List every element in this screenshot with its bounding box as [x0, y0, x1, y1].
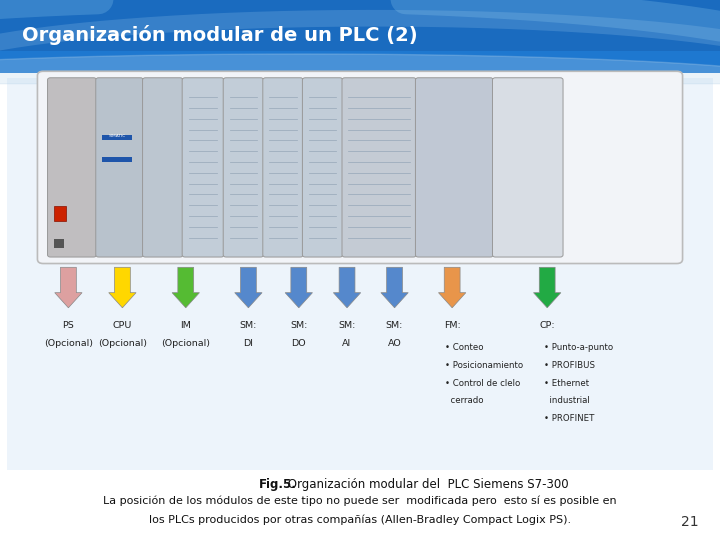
Text: SM:: SM: — [240, 321, 257, 330]
Text: DO: DO — [292, 339, 306, 348]
FancyArrow shape — [109, 267, 136, 308]
FancyArrow shape — [172, 267, 199, 308]
FancyBboxPatch shape — [48, 78, 96, 257]
FancyArrow shape — [55, 267, 82, 308]
FancyBboxPatch shape — [37, 71, 683, 264]
Text: • Ethernet: • Ethernet — [544, 379, 589, 388]
FancyArrow shape — [438, 267, 466, 308]
FancyBboxPatch shape — [415, 78, 493, 257]
FancyBboxPatch shape — [342, 78, 416, 257]
Text: CPU: CPU — [113, 321, 132, 330]
Bar — [0, 51, 720, 73]
Text: PS: PS — [63, 321, 74, 330]
Bar — [54, 239, 64, 248]
Text: • Conteo: • Conteo — [445, 343, 483, 352]
Text: (Opcional): (Opcional) — [161, 339, 210, 348]
Text: La posición de los módulos de este tipo no puede ser  modificada pero  esto sí e: La posición de los módulos de este tipo … — [103, 496, 617, 506]
Bar — [0, 0, 720, 73]
FancyBboxPatch shape — [223, 78, 264, 257]
Text: FM:: FM: — [444, 321, 461, 330]
Text: AO: AO — [387, 339, 402, 348]
FancyBboxPatch shape — [302, 78, 343, 257]
FancyArrow shape — [285, 267, 312, 308]
Bar — [102, 157, 132, 162]
Bar — [102, 135, 132, 140]
Text: AI: AI — [343, 339, 351, 348]
FancyBboxPatch shape — [263, 78, 303, 257]
Text: • PROFINET: • PROFINET — [544, 414, 594, 423]
FancyArrow shape — [235, 267, 262, 308]
FancyArrow shape — [534, 267, 561, 308]
Text: • Posicionamiento: • Posicionamiento — [445, 361, 523, 370]
Bar — [7, 78, 713, 470]
FancyArrow shape — [333, 267, 361, 308]
FancyBboxPatch shape — [143, 78, 183, 257]
Text: • PROFIBUS: • PROFIBUS — [544, 361, 595, 370]
Text: (Opcional): (Opcional) — [98, 339, 147, 348]
Text: DI: DI — [243, 339, 253, 348]
FancyBboxPatch shape — [96, 78, 143, 257]
Text: SM:: SM: — [386, 321, 403, 330]
Text: los PLCs producidos por otras compañías (Allen-Bradley Compact Logix PS).: los PLCs producidos por otras compañías … — [149, 515, 571, 525]
FancyBboxPatch shape — [182, 78, 224, 257]
Text: • Control de clelo: • Control de clelo — [445, 379, 521, 388]
Text: (Opcional): (Opcional) — [44, 339, 93, 348]
Text: • Punto-a-punto: • Punto-a-punto — [544, 343, 613, 352]
Text: CP:: CP: — [539, 321, 555, 330]
Text: industrial: industrial — [544, 396, 590, 406]
Text: Fig.5.: Fig.5. — [259, 478, 297, 491]
Text: 21: 21 — [681, 515, 698, 529]
Text: SM:: SM: — [338, 321, 356, 330]
Text: Organización modular del  PLC Siemens S7-300: Organización modular del PLC Siemens S7-… — [284, 478, 569, 491]
Text: IM: IM — [180, 321, 192, 330]
FancyArrow shape — [381, 267, 408, 308]
Text: SM:: SM: — [290, 321, 307, 330]
Text: cerrado: cerrado — [445, 396, 483, 406]
Text: Organización modular de un PLC (2): Organización modular de un PLC (2) — [22, 25, 417, 45]
Bar — [0, 73, 720, 540]
Bar — [54, 206, 66, 221]
Text: SIMATIC: SIMATIC — [109, 134, 126, 138]
FancyBboxPatch shape — [492, 78, 563, 257]
